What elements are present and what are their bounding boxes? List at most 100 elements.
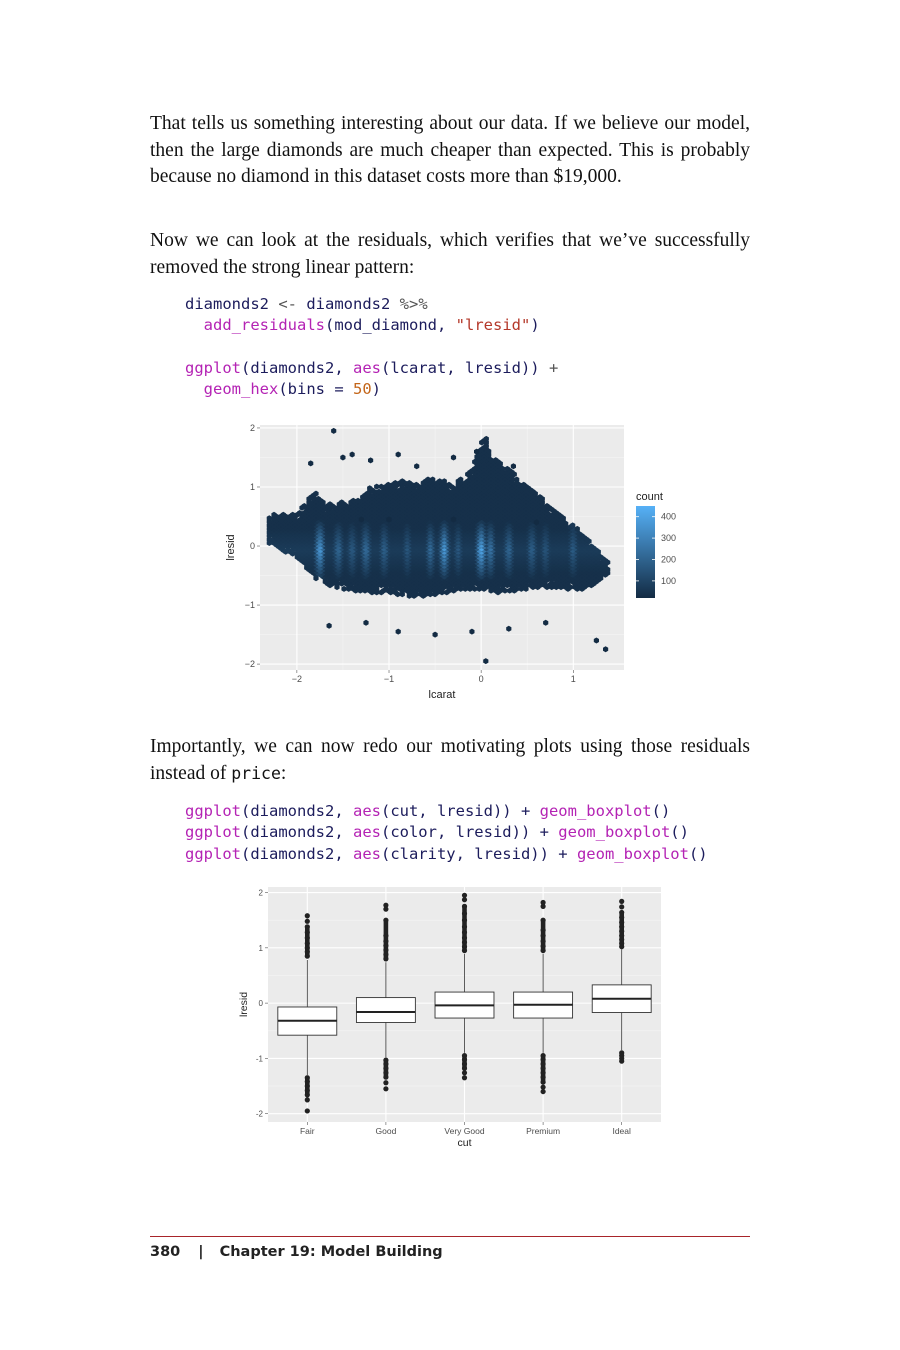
outlier-point	[461, 897, 468, 903]
x-tick-label: Premium	[526, 1126, 560, 1136]
hex-cell	[331, 427, 337, 434]
hex-cell	[574, 525, 580, 532]
code-line: ggplot(diamonds2, aes(clarity, lresid)) …	[185, 844, 708, 863]
hex-cell	[368, 457, 374, 464]
paragraph-intro: That tells us something interesting abou…	[150, 113, 750, 187]
hex-cell	[437, 478, 443, 485]
paragraph-motivating: Importantly, we can now redo our motivat…	[150, 736, 750, 784]
hex-cell	[349, 451, 355, 458]
hex-cell	[406, 480, 412, 486]
hex-cell	[297, 510, 303, 516]
hex-cell	[339, 499, 345, 506]
hex-cell	[510, 463, 516, 470]
outlier-point	[540, 1084, 546, 1090]
hex-cell	[350, 497, 356, 504]
legend-tick-label: 300	[661, 533, 676, 543]
hex-cell	[493, 457, 499, 464]
x-axis-title: cut	[457, 1137, 471, 1149]
paragraph-residuals: Now we can look at the residuals, which …	[150, 230, 750, 278]
hex-cell	[544, 503, 550, 509]
hex-cell	[414, 463, 420, 470]
x-tick-label: Ideal	[612, 1126, 631, 1136]
y-tick-label: -1	[256, 1054, 264, 1063]
hex-cell	[341, 585, 347, 592]
hex-cell	[441, 478, 447, 485]
hex-cell	[271, 511, 277, 518]
x-tick-label: Fair	[300, 1126, 315, 1136]
hex-cell	[521, 481, 527, 488]
hex-cell	[458, 476, 464, 483]
y-tick-label: 2	[259, 889, 264, 898]
page-number: 380	[150, 1244, 181, 1260]
code-line: diamonds2 <- diamonds2 %>%	[185, 295, 428, 313]
hex-cell	[450, 516, 457, 523]
legend-tick-label: 400	[661, 512, 676, 522]
code-block-hex: diamonds2 <- diamonds2 %>% add_residuals…	[185, 294, 558, 400]
outlier-point	[383, 906, 389, 912]
hex-cell	[506, 625, 512, 632]
code-line: ggplot(diamonds2, aes(color, lresid)) + …	[185, 823, 689, 842]
hex-cell	[313, 490, 319, 497]
legend-tick-label: 200	[661, 554, 676, 564]
y-axis-title: lresid	[238, 992, 250, 1017]
outlier-point	[619, 904, 625, 910]
hex-cell	[363, 619, 369, 626]
legend-title: count	[636, 491, 663, 503]
hex-cell	[514, 476, 520, 483]
footer-separator: |	[198, 1244, 204, 1260]
hex-cell	[395, 451, 401, 458]
page-footer: 380 | Chapter 19: Model Building	[150, 1244, 443, 1260]
x-axis-title: lcarat	[429, 689, 456, 701]
hex-cell	[537, 494, 543, 501]
y-tick-label: 0	[250, 541, 255, 551]
hex-cell	[593, 637, 599, 644]
y-tick-label: 1	[259, 944, 264, 953]
outlier-point	[540, 903, 546, 909]
x-tick-label: −2	[292, 674, 302, 684]
hex-cell	[474, 448, 480, 455]
hex-cell	[504, 465, 510, 472]
x-tick-label: −1	[384, 674, 394, 684]
hex-cell	[399, 478, 405, 485]
y-tick-label: -2	[256, 1110, 264, 1119]
y-tick-label: −1	[245, 600, 255, 610]
hex-cell	[413, 481, 419, 488]
hex-cell	[432, 631, 438, 638]
y-tick-label: −2	[245, 659, 255, 669]
footer-rule	[150, 1236, 750, 1237]
outlier-point	[304, 913, 310, 919]
box	[355, 997, 416, 1023]
hex-cell	[280, 511, 286, 518]
outlier-point	[304, 918, 310, 924]
hex-cell	[483, 435, 489, 442]
hex-cell	[430, 476, 436, 483]
boxplot-figure: -2 -1 0 1 2 Fair Good Very Good Premium Ideal cut l…	[238, 887, 661, 1149]
outlier-point	[304, 1097, 310, 1103]
hex-cell	[533, 519, 540, 526]
x-tick-label: 0	[479, 674, 484, 684]
outlier-point	[304, 1108, 310, 1114]
hex-cell	[378, 483, 384, 490]
hex-cell	[385, 481, 391, 488]
boxplot-good	[355, 902, 416, 1092]
code-line: ggplot(diamonds2, aes(lcarat, lresid)) +	[185, 358, 559, 377]
outlier-point	[383, 1086, 389, 1092]
boxplot-premium	[513, 899, 574, 1095]
hex-cell	[308, 460, 314, 467]
hex-cell	[358, 516, 364, 523]
boxplot-very-good	[434, 892, 495, 1081]
hex-cell	[392, 480, 398, 486]
outlier-point	[461, 892, 468, 898]
outlier-point	[619, 898, 625, 904]
hex-cell	[446, 481, 452, 488]
hex-cell	[315, 495, 321, 502]
y-tick-label: 0	[259, 999, 264, 1008]
hex-cell	[327, 501, 333, 508]
hex-cell	[483, 658, 489, 665]
x-tick-label: 1	[571, 674, 576, 684]
hex-cells	[266, 427, 611, 665]
y-tick-label: 2	[250, 423, 255, 433]
y-tick-label: 1	[250, 482, 255, 492]
code-block-boxplot: ggplot(diamonds2, aes(cut, lresid)) + ge…	[185, 801, 708, 865]
x-tick-label: Very Good	[444, 1126, 484, 1136]
